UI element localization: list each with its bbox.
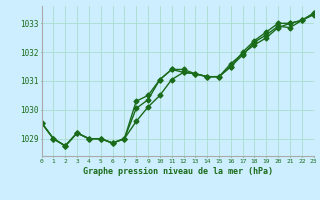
X-axis label: Graphe pression niveau de la mer (hPa): Graphe pression niveau de la mer (hPa) (83, 167, 273, 176)
